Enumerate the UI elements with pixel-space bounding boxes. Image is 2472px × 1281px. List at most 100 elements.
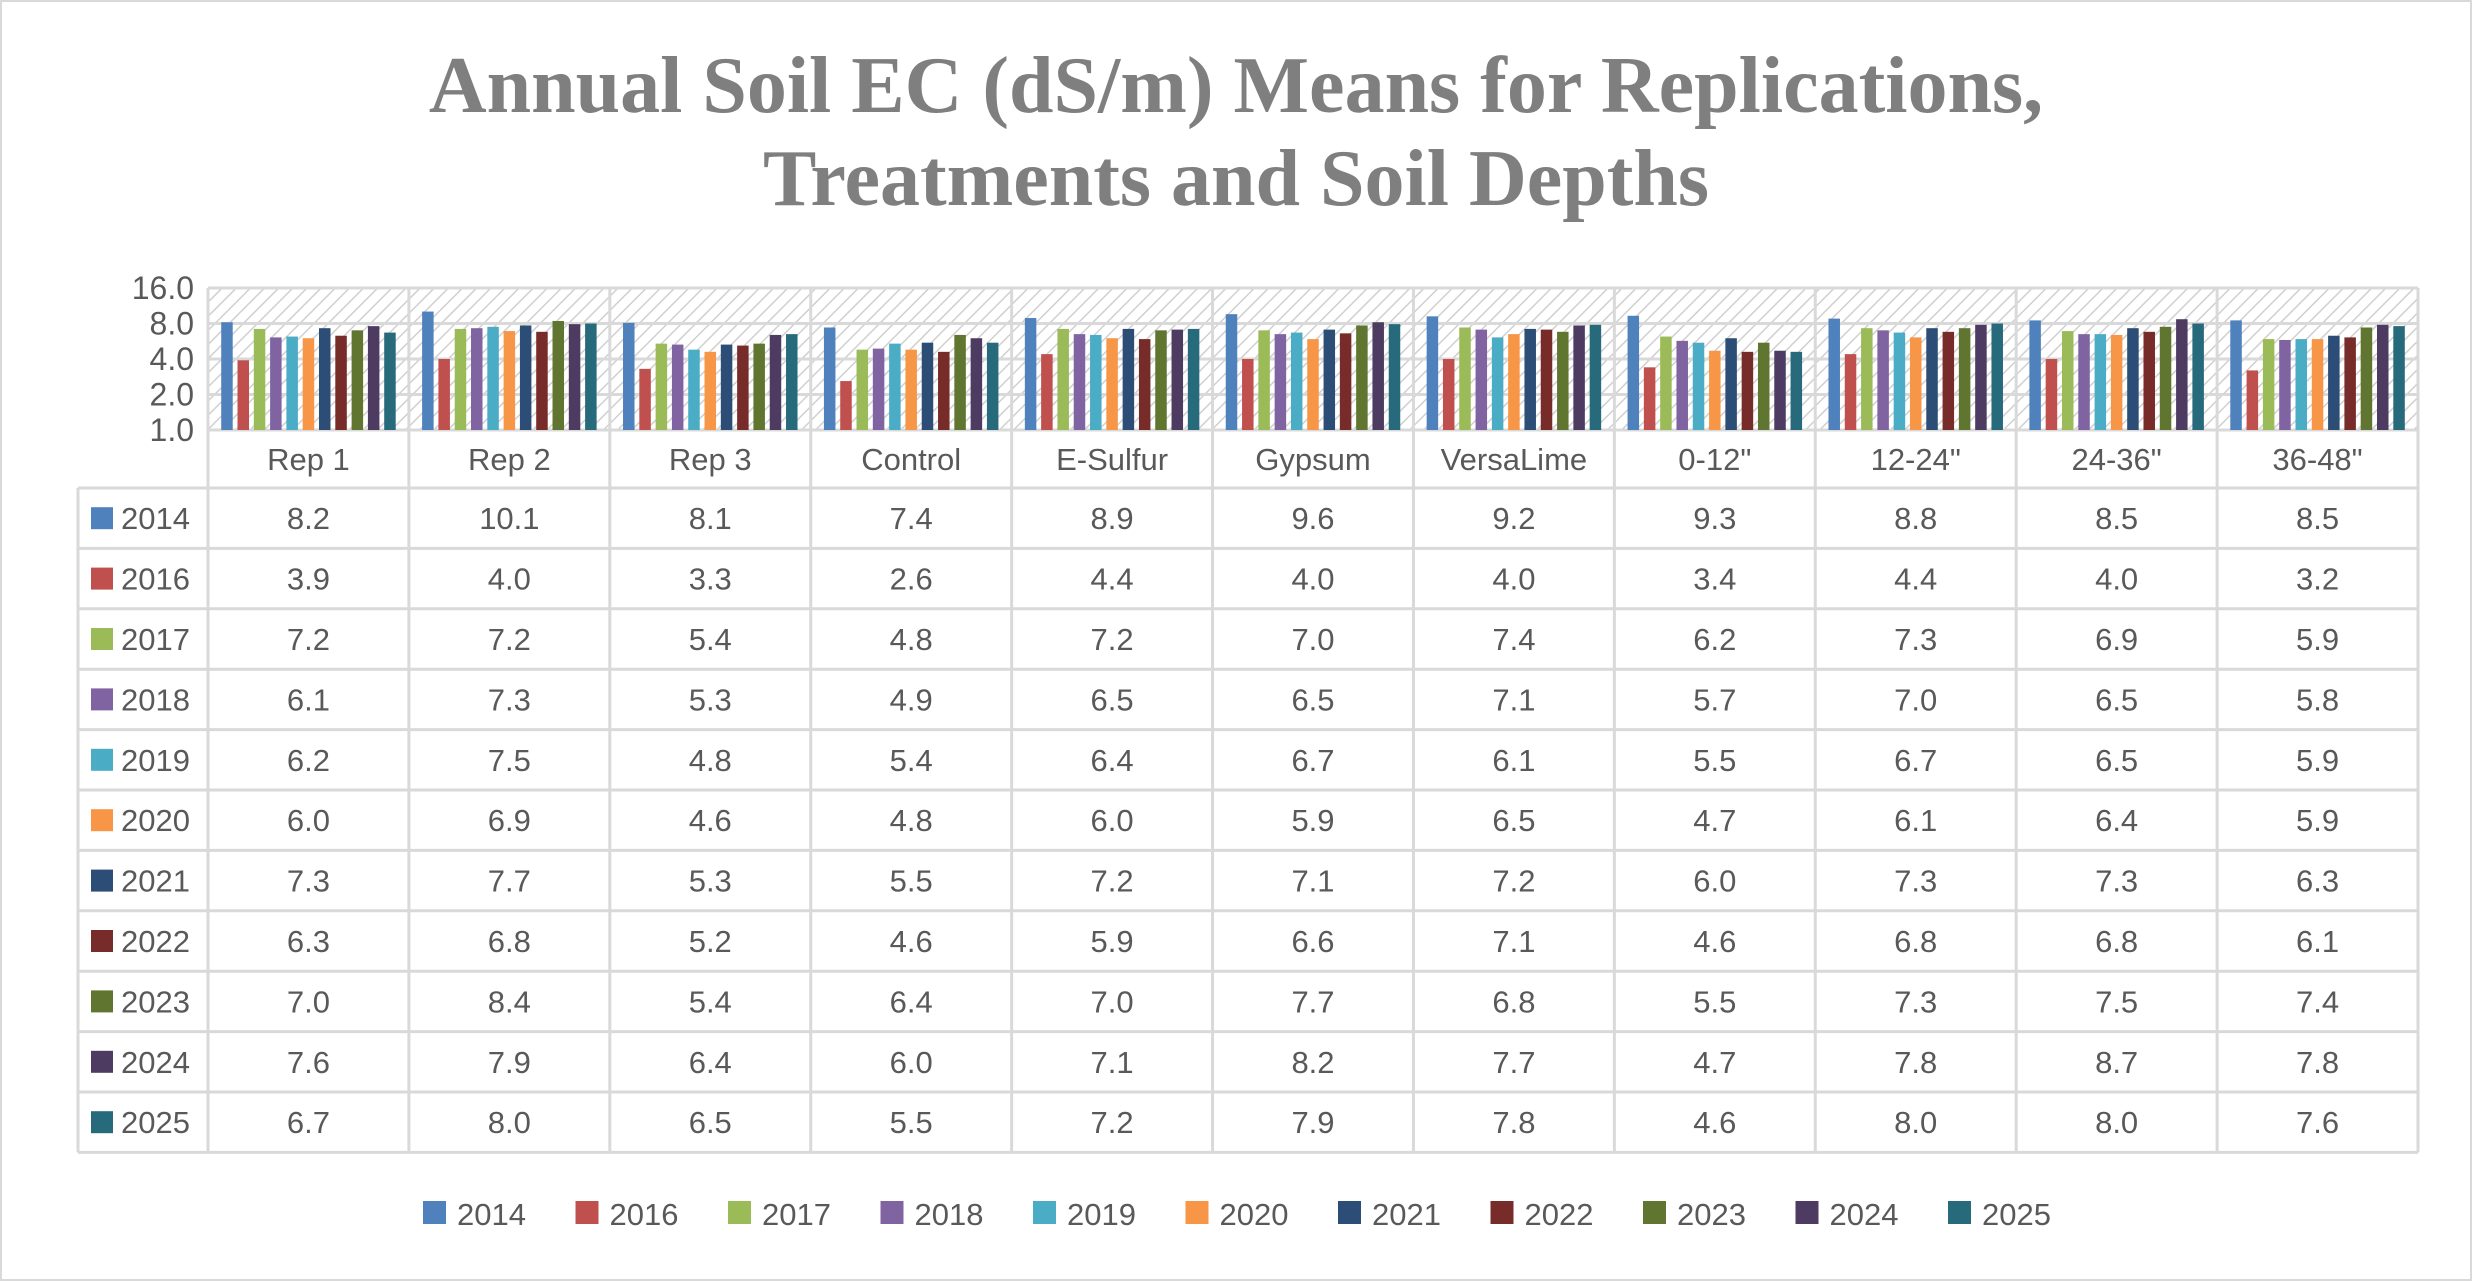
bar-2021-2 — [720, 344, 733, 430]
bar-2023-6 — [1557, 331, 1569, 430]
table-cell: 5.7 — [1693, 682, 1736, 717]
bar-2014-6 — [1426, 316, 1439, 430]
table-cell: 7.2 — [1492, 864, 1535, 899]
table-cell: 4.8 — [890, 622, 933, 657]
bar-2024-10 — [2376, 324, 2389, 430]
table-cell: 3.2 — [2296, 562, 2339, 597]
table-cell: 6.5 — [1291, 682, 1334, 717]
bar-2021-10 — [2328, 335, 2340, 430]
bar-2023-1 — [552, 321, 565, 430]
table-cell: 7.3 — [1894, 864, 1937, 899]
bar-2024-5 — [1372, 322, 1384, 430]
bar-2024-3 — [970, 338, 983, 430]
legend-label: 2017 — [762, 1197, 831, 1232]
bar-2019-4 — [1090, 334, 1102, 430]
bar-2018-6 — [1475, 329, 1488, 430]
bar-2022-5 — [1339, 333, 1352, 430]
category-label: VersaLime — [1441, 442, 1587, 477]
y-tick-label: 4.0 — [150, 341, 194, 377]
table-cell: 5.9 — [1091, 924, 1134, 959]
table-cell: 4.4 — [1894, 562, 1937, 597]
table-cell: 7.2 — [1091, 1105, 1134, 1140]
legend-key-swatch — [91, 688, 113, 711]
legend-label: 2019 — [1067, 1197, 1136, 1232]
table-cell: 6.1 — [1492, 743, 1535, 778]
bar-2022-0 — [335, 335, 347, 430]
bar-2023-2 — [753, 343, 765, 430]
row-label: 2023 — [121, 984, 190, 1019]
bar-2021-6 — [1524, 328, 1536, 430]
table-cell: 7.3 — [1894, 622, 1937, 657]
table-cell: 4.0 — [488, 562, 531, 597]
legend-swatch-2025 — [1948, 1201, 1971, 1224]
title-line: Annual Soil EC (dS/m) Means for Replicat… — [429, 42, 2043, 130]
table-cell: 3.4 — [1693, 562, 1736, 597]
bar-2018-5 — [1274, 334, 1287, 430]
bar-2020-5 — [1307, 339, 1319, 430]
bar-2019-7 — [1692, 342, 1705, 430]
bar-2020-7 — [1709, 350, 1721, 430]
table-cell: 6.1 — [1894, 803, 1937, 838]
bar-2018-7 — [1676, 340, 1688, 430]
bar-2014-3 — [823, 327, 836, 430]
table-cell: 7.9 — [1291, 1105, 1334, 1140]
chart-title: Annual Soil EC (dS/m) Means for Replicat… — [429, 42, 2043, 223]
table-cell: 7.8 — [1492, 1105, 1535, 1140]
bar-2024-4 — [1171, 329, 1184, 430]
legend-label: 2024 — [1830, 1197, 1899, 1232]
table-cell: 3.9 — [287, 562, 330, 597]
plot-area: 1.02.04.08.016.0 — [132, 270, 2418, 448]
bar-2023-0 — [351, 330, 364, 430]
row-label: 2016 — [121, 562, 190, 597]
bar-2023-5 — [1356, 325, 1368, 430]
table-cell: 10.1 — [479, 501, 539, 536]
table-cell: 5.2 — [689, 924, 732, 959]
table-cell: 7.5 — [2095, 984, 2138, 1019]
bar-2017-6 — [1459, 327, 1471, 430]
table-cell: 8.2 — [287, 501, 330, 536]
table-cell: 8.1 — [689, 501, 732, 536]
bar-2020-0 — [302, 338, 315, 430]
table-cell: 8.8 — [1894, 501, 1937, 536]
bar-2024-7 — [1774, 350, 1786, 430]
category-label: E-Sulfur — [1056, 442, 1168, 477]
table-cell: 4.8 — [890, 803, 933, 838]
table-cell: 7.0 — [1894, 682, 1937, 717]
bar-2024-2 — [769, 334, 782, 430]
table-cell: 4.6 — [1693, 924, 1736, 959]
table-cell: 9.6 — [1291, 501, 1334, 536]
table-cell: 5.9 — [2296, 622, 2339, 657]
bar-2021-0 — [319, 328, 331, 430]
table-cell: 8.0 — [488, 1105, 531, 1140]
table-cell: 6.9 — [488, 803, 531, 838]
bar-2020-9 — [2110, 334, 2123, 430]
table-cell: 7.7 — [1291, 984, 1334, 1019]
table-cell: 8.0 — [2095, 1105, 2138, 1140]
row-label: 2022 — [121, 924, 190, 959]
table-cell: 8.0 — [1894, 1105, 1937, 1140]
bar-2017-8 — [1861, 328, 1873, 430]
bar-2016-5 — [1242, 359, 1254, 430]
legend-label: 2022 — [1525, 1197, 1594, 1232]
bar-2014-2 — [623, 322, 635, 430]
bar-2019-2 — [688, 349, 700, 430]
bar-2021-8 — [1926, 328, 1938, 430]
table-cell: 7.1 — [1291, 864, 1334, 899]
table-cell: 7.0 — [1091, 984, 1134, 1019]
legend-label: 2014 — [457, 1197, 526, 1232]
bar-2017-4 — [1057, 328, 1069, 430]
table-cell: 5.9 — [2296, 803, 2339, 838]
bar-2019-10 — [2295, 339, 2307, 430]
table-cell: 5.8 — [2296, 682, 2339, 717]
table-cell: 5.4 — [689, 984, 732, 1019]
table-cell: 5.3 — [689, 682, 732, 717]
bar-2014-10 — [2230, 320, 2242, 430]
category-label: Rep 3 — [669, 442, 752, 477]
table-cell: 5.5 — [890, 1105, 933, 1140]
bar-2021-7 — [1725, 338, 1737, 430]
bar-2014-9 — [2029, 320, 2041, 430]
table-cell: 8.5 — [2095, 501, 2138, 536]
table-cell: 7.2 — [1091, 622, 1134, 657]
table-cell: 5.9 — [1291, 803, 1334, 838]
bar-2024-9 — [2176, 319, 2188, 430]
